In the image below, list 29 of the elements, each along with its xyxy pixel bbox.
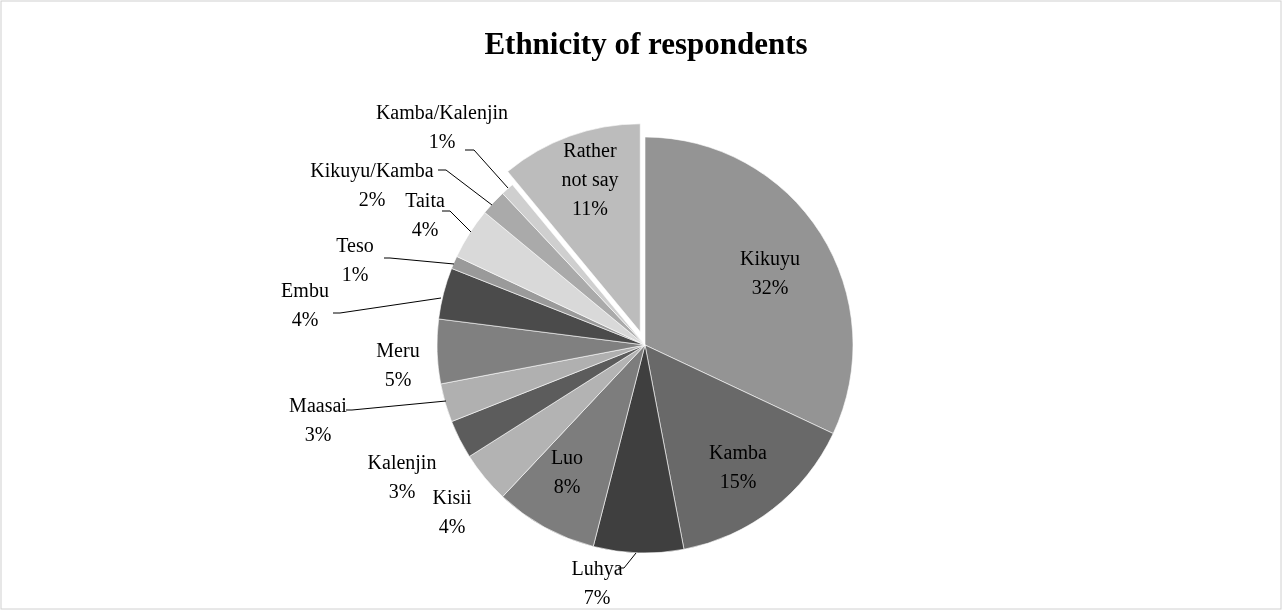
data-label: 3% — [304, 423, 332, 445]
data-label: 2% — [358, 188, 386, 210]
slice-label: Kamba/Kalenjin — [375, 101, 509, 124]
data-label: 1% — [341, 263, 369, 285]
data-label: 11% — [572, 197, 608, 219]
data-label: 4% — [291, 308, 319, 330]
slice-label: Kalenjin — [367, 451, 437, 474]
slice-label: Teso — [336, 234, 374, 256]
data-label: 15% — [719, 470, 757, 492]
data-label: 7% — [583, 586, 611, 608]
slice-label: Taita — [405, 189, 445, 211]
data-label: 5% — [384, 368, 412, 390]
chart-title: Ethnicity of respondents — [484, 26, 808, 61]
data-label: 4% — [438, 515, 466, 537]
slice-label: Rather not say — [561, 139, 619, 191]
data-label: 3% — [388, 480, 416, 502]
slice-label: Kikuyu/Kamba — [310, 159, 434, 182]
slice-label: Kisii — [432, 486, 472, 508]
slice-label: Luhya — [571, 557, 623, 580]
data-label: 4% — [411, 218, 439, 240]
slice-label: Kamba — [709, 441, 767, 463]
data-label: 32% — [751, 276, 789, 298]
data-label: 1% — [428, 130, 456, 152]
slice-label: Maasai — [289, 394, 348, 416]
slice-label: Kikuyu — [740, 247, 800, 270]
slice-label: Embu — [281, 279, 329, 301]
data-label: 8% — [553, 475, 581, 497]
slice-label: Luo — [550, 446, 584, 468]
slice-label: Meru — [376, 339, 420, 361]
